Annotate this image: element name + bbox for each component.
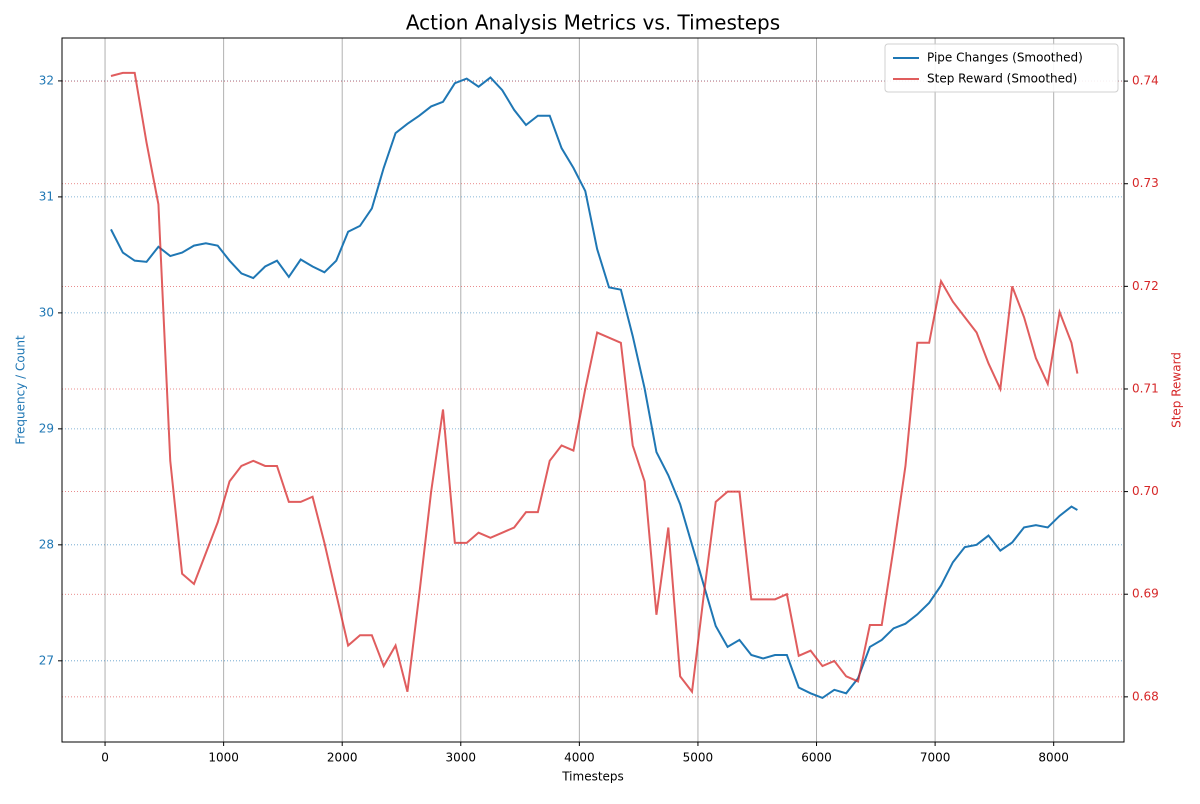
legend-box [884,43,1119,93]
y2-tick-label: 0.74 [1132,74,1159,88]
x-tick-label: 2000 [327,751,358,765]
x-tick-label: 4000 [564,751,595,765]
legend-label: Step Reward (Smoothed) [927,72,1077,86]
chart-title: Action Analysis Metrics vs. Timesteps [406,11,780,35]
x-axis-label: Timesteps [561,770,624,784]
y-tick-label: 28 [39,537,54,551]
x-tick-label: 1000 [208,751,239,765]
x-tick-label: 3000 [446,751,477,765]
x-tick-label: 8000 [1038,751,1069,765]
series-line [110,76,1078,700]
series-line [110,71,1079,695]
plot-frame [61,37,1125,743]
y-tick-label: 30 [39,305,54,319]
x-tick-label: 7000 [920,751,951,765]
y2-tick-label: 0.73 [1132,176,1159,190]
legend-label: Pipe Changes (Smoothed) [927,51,1083,65]
x-tick-label: 5000 [683,751,714,765]
x-tick-label: 0 [101,751,109,765]
y2-tick-label: 0.71 [1132,381,1159,395]
y2-axis-label: Step Reward [1170,352,1184,428]
y2-tick-label: 0.70 [1132,484,1159,498]
x-tick-label: 6000 [801,751,832,765]
y2-tick-label: 0.69 [1132,587,1159,601]
y-tick-label: 29 [39,421,54,435]
y2-tick-label: 0.68 [1132,689,1159,703]
y-tick-label: 27 [39,653,54,667]
y-tick-label: 32 [39,73,54,87]
y-axis-label: Frequency / Count [14,335,28,445]
y2-tick-label: 0.72 [1132,279,1159,293]
y-tick-label: 31 [39,189,54,203]
